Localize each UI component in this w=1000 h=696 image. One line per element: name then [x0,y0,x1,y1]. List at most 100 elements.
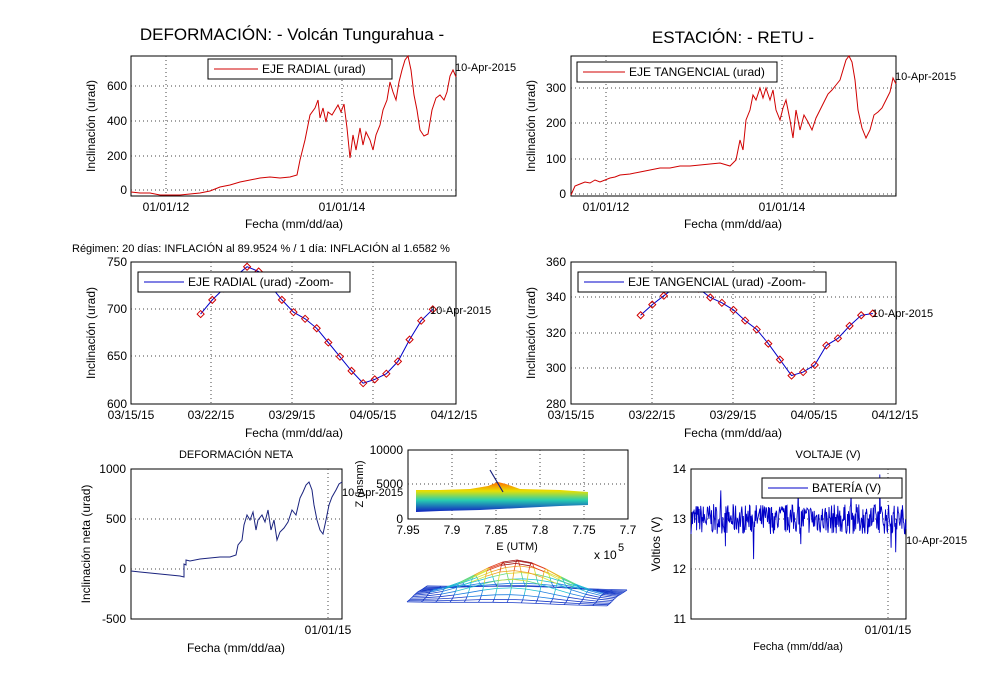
voltage-title: VOLTAJE (V) [796,449,861,461]
data-point-marker [242,262,252,271]
mesh-line [458,577,473,585]
mesh-line [596,589,612,591]
radial-zoom-ytick: 600 [107,397,127,411]
mesh-line [568,596,583,600]
mesh-line [466,595,482,598]
mesh-line [526,572,529,582]
mesh-line [621,592,623,595]
mesh-line [606,592,622,595]
mesh-line [512,579,528,582]
data-point-marker [382,369,391,378]
mesh-line [482,588,498,591]
mesh-line [550,598,554,602]
mesh-line [536,596,539,601]
surface-xtick: 7.9 [444,523,461,537]
mesh-line [485,570,488,577]
mesh-line [520,599,524,604]
net-ytick: 1000 [99,462,126,476]
radial-legend-label: EJE RADIAL (urad) [262,62,366,76]
radial-y-ticks: 600 400 200 0 [107,79,127,197]
mesh-line [552,594,555,599]
mesh-line [462,577,478,584]
mesh-line [578,604,593,606]
net-ytick: -500 [102,612,126,626]
mesh-line [512,570,515,580]
mesh-line [552,585,555,588]
mesh-line [596,598,599,602]
radial-ytick: 600 [107,79,127,93]
data-point-marker [717,298,727,308]
voltage-xtick: 01/01/15 [865,623,912,637]
mesh-line [466,592,469,598]
tangential-zoom-end-label: 10-Apr-2015 [872,308,933,320]
mesh-line [553,589,556,595]
mesh-line [599,595,602,598]
mesh-line [526,580,542,585]
mesh-line [465,583,480,587]
regime-text: Régimen: 20 días: INFLACIÓN al 89.9524 %… [72,242,450,255]
surface-ytick: 0 [396,512,403,526]
mesh-line [412,595,428,597]
voltage-legend [761,477,903,499]
voltage-series-line [690,474,907,560]
data-point-marker [833,334,843,343]
voltage-chart: VOLTAJE (V) BATERÍA (V) 10-Apr-2015 14 1… [649,449,967,653]
surface-exponent: x 10 [594,548,617,562]
tangential-zoom-xtick: 04/12/15 [872,408,919,422]
mesh-line [564,604,579,606]
tangential-grid [571,56,896,196]
mesh-line [581,601,596,604]
tangential-zoom-xtick: 03/29/15 [710,408,757,422]
mesh-line [582,599,598,602]
radial-zoom-y-ticks: 750 700 650 600 [107,255,127,411]
data-point-marker [300,314,310,324]
mesh-line [493,594,496,600]
mesh-line [595,602,610,604]
mesh-line [513,563,516,571]
mesh-line [598,597,601,600]
net-end-label: 10-Apr-2015 [342,487,403,499]
mesh-line [525,585,540,587]
mesh-line [549,603,565,605]
data-point-marker [335,352,345,361]
mesh-line [495,584,498,587]
mesh-line [502,559,518,563]
mesh-line [594,603,609,606]
mesh-line [492,573,508,577]
mesh-line [514,570,529,573]
radial-xlabel: Fecha (mm/dd/aa) [245,217,343,231]
mesh-line [560,576,564,580]
mesh-line [546,569,549,574]
data-point-marker [428,305,437,314]
mesh-line [498,579,513,581]
mesh-line [511,587,526,590]
surface-profile [416,482,588,512]
data-point-marker [868,309,877,318]
mesh-line [498,571,501,581]
mesh-line [523,588,526,596]
surface-xlabel: E (UTM) [496,541,538,553]
mesh-line [503,562,506,568]
mesh-line [535,600,538,604]
mesh-line [602,593,618,597]
mesh-line [428,591,443,595]
mesh-line [545,568,561,578]
mesh-line [425,596,440,599]
net-ytick: 0 [119,562,126,576]
right-title: ESTACIÓN: - RETU - [652,28,814,47]
mesh-line [571,589,586,595]
mesh-line [443,583,459,590]
surface-grid [408,450,628,519]
mesh-line [414,593,429,596]
mesh-line [482,583,485,591]
voltage-ytick: 13 [673,512,687,526]
mesh-line [525,580,528,590]
surface-xtick: 7.95 [396,523,420,537]
mesh-line [549,577,565,583]
mesh-line [509,583,512,586]
tangential-zoom-ytick: 340 [546,290,566,304]
radial-zoom-xlabel: Fecha (mm/dd/aa) [245,426,343,440]
mesh-line [586,591,602,596]
mesh-line [522,578,538,581]
mesh-line [588,589,591,591]
